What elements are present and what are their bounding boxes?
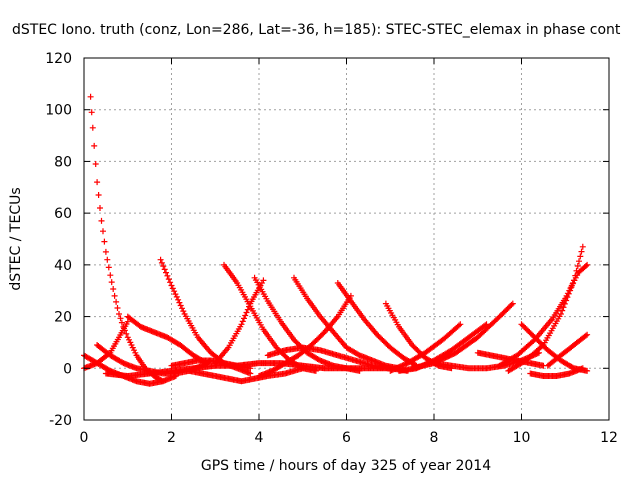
y-tick-label: -20 [49, 413, 72, 429]
y-tick-label: 40 [54, 258, 72, 274]
y-tick-label: 80 [54, 154, 72, 170]
series-1 [87, 93, 166, 385]
series-markers [186, 365, 306, 385]
x-tick-label: 6 [342, 430, 351, 446]
x-tick-label: 10 [513, 430, 531, 446]
x-axis-label: GPS time / hours of day 325 of year 2014 [201, 458, 491, 474]
y-tick-label: 60 [54, 206, 72, 222]
series-23 [496, 261, 591, 369]
ticks: 0 2 4 6 8 10 12 -20 0 20 40 60 80 100 120 [45, 51, 618, 446]
x-tick-label: 8 [430, 430, 439, 446]
y-tick-label: 100 [45, 103, 72, 119]
series-9 [186, 365, 306, 385]
chart-title: dSTEC Iono. truth (conz, Lon=286, Lat=-3… [12, 22, 621, 38]
series-markers [212, 277, 267, 367]
series-markers [496, 261, 591, 369]
y-axis-label: dSTEC / TECUs [8, 187, 24, 290]
series-11 [212, 277, 267, 367]
series-markers [544, 331, 591, 369]
x-tick-label: 4 [255, 430, 264, 446]
series-markers [387, 321, 464, 374]
series-27 [544, 331, 591, 369]
series-markers [87, 93, 166, 385]
y-tick-label: 120 [45, 51, 72, 67]
x-tick-label: 2 [167, 430, 176, 446]
y-tick-label: 0 [63, 361, 72, 377]
series-10 [221, 261, 319, 374]
series-markers [527, 365, 586, 379]
data-points [81, 93, 591, 387]
y-tick-label: 20 [54, 310, 72, 326]
x-tick-label: 0 [80, 430, 89, 446]
series-markers [221, 261, 319, 374]
series-18 [387, 321, 464, 374]
x-tick-label: 12 [600, 430, 618, 446]
series-26 [527, 365, 586, 379]
